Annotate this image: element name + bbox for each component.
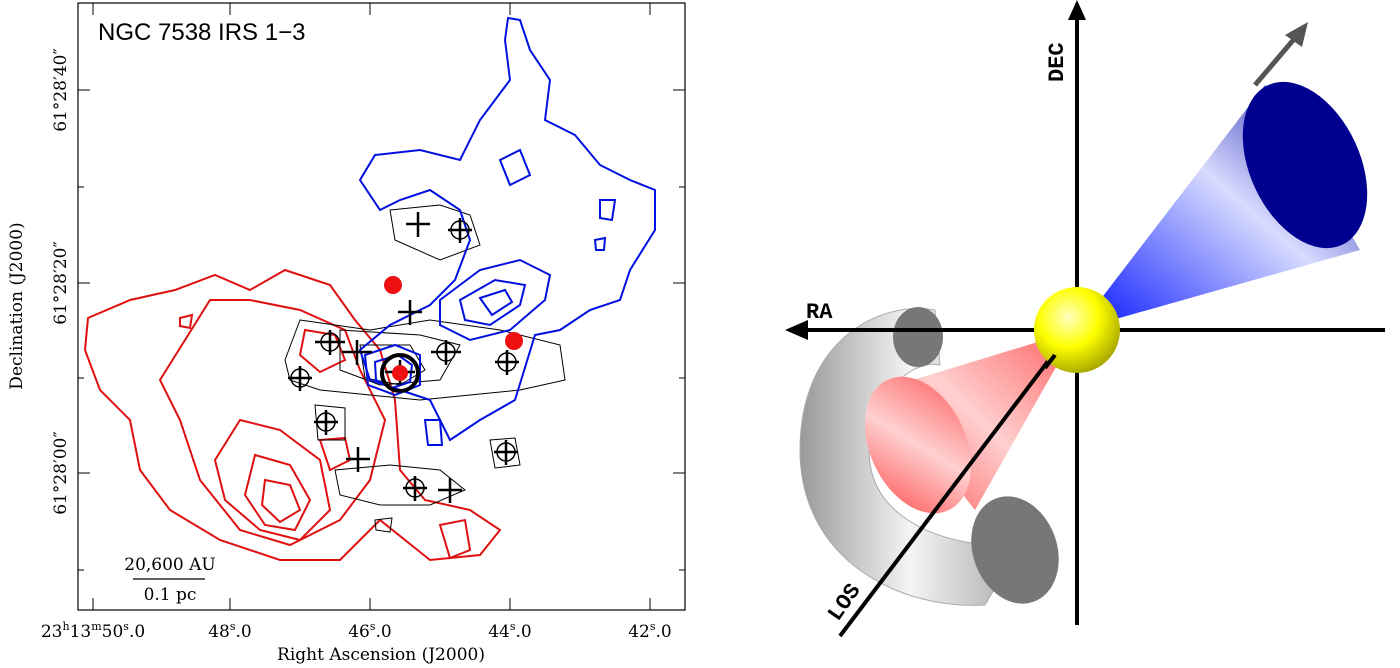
- tick-number: .0: [236, 622, 252, 642]
- tick-number: 23: [41, 622, 63, 642]
- tick-number: .0: [129, 622, 145, 642]
- scale-bar-top: 20,600 AU: [124, 555, 216, 575]
- x-tick-label: 44s.0: [488, 620, 532, 642]
- y-tick-label: 61°28′40″: [51, 48, 71, 132]
- y-tick-label: 61°28′00″: [51, 431, 71, 515]
- x-axis-label: Right Ascension (J2000): [277, 645, 485, 665]
- los-label: LOS: [823, 579, 866, 626]
- tick-unit: m: [91, 620, 102, 633]
- dec-arrowhead: [1068, 0, 1086, 20]
- dec-label: DEC: [1045, 42, 1070, 82]
- y-tick-label: 61°28′20″: [51, 241, 71, 325]
- outflow-arrow: [1255, 38, 1295, 85]
- x-tick-label: 42s.0: [628, 620, 672, 642]
- tick-number: 42: [628, 622, 650, 642]
- tick-number: 50: [102, 622, 124, 642]
- tick-number: .0: [376, 622, 392, 642]
- torus-end-top: [893, 307, 943, 367]
- source-crosses: [288, 212, 519, 503]
- tick-number: 13: [70, 622, 92, 642]
- tick-number: 48: [208, 622, 230, 642]
- x-tick-label: 23h13m50s.0: [41, 620, 145, 642]
- tick-number: .0: [516, 622, 532, 642]
- ra-arrowhead: [785, 320, 808, 340]
- central-source: [1034, 287, 1120, 373]
- tick-number: .0: [656, 622, 672, 642]
- x-tick-labels: 23h13m50s.0 48s.0 46s.0 44s.0 42s.0: [41, 620, 672, 642]
- figure: NGC 7538 IRS 1−3 20,600 AU 0.1 pc Right …: [0, 0, 1400, 668]
- map-panel: NGC 7538 IRS 1−3 20,600 AU 0.1 pc Right …: [7, 3, 685, 665]
- y-axis-label: Declination (J2000): [7, 222, 27, 389]
- x-tick-label: 48s.0: [208, 620, 252, 642]
- x-tick-label: 46s.0: [348, 620, 392, 642]
- tick-number: 46: [348, 622, 370, 642]
- y-tick-labels: 61°28′40″ 61°28′20″ 61°28′00″: [51, 48, 71, 515]
- geometry-diagram: DEC RA LOS: [785, 0, 1392, 636]
- tick-number: 44: [488, 622, 510, 642]
- blue-contours: [360, 18, 655, 445]
- map-title: NGC 7538 IRS 1−3: [98, 19, 305, 46]
- page: {"map": { "title": "NGC 7538 IRS 1\u2212…: [0, 0, 1400, 668]
- tick-unit: h: [62, 620, 69, 633]
- ra-label: RA: [806, 300, 833, 325]
- scale-bar-bottom: 0.1 pc: [144, 585, 197, 605]
